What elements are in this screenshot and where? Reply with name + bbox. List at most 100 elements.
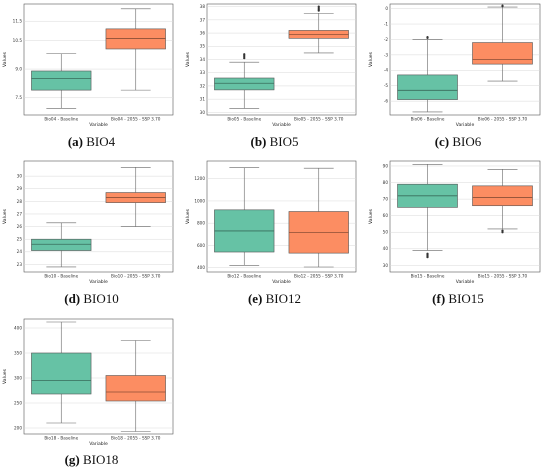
x-axis-label: Variable [89,279,108,285]
y-tick-label: 800 [197,221,205,226]
panel-bio4: 7.5 9.0 10.5 11.5 Bio04 - Baseline Bio04 - 20… [0,0,183,152]
box-ssp370 [105,375,166,402]
x-axis-label: Variable [272,122,291,128]
panel-bio12: 400 600 800 1000 1200 Bio12 - Baseline Bio12 -… [183,157,366,309]
box-baseline [397,74,458,100]
y-tick-label: 30 [17,174,23,179]
y-tick-label: 35 [200,44,206,49]
x-axis-label: Variable [456,122,475,128]
y-axis-label: Values [2,368,8,384]
chart-bio12: 400 600 800 1000 1200 Bio12 - Baseline Bio12 -… [185,160,357,285]
caption-letter: (a) [67,134,84,149]
chart-bio4: 7.5 9.0 10.5 11.5 Bio04 - Baseline Bio04 - 20… [2,3,174,128]
box-baseline [214,77,275,91]
y-tick-label: -3 [384,52,389,57]
caption-bio10: (d) BIO10 [0,291,183,307]
y-tick-label: 25 [17,237,23,242]
x-tick-label: Bio04 - Baseline [44,117,78,122]
panel-bio10: 23 24 25 26 27 28 29 30 Bio10 - Baseline Bio10 - … [0,157,183,309]
y-tick-label: 26 [17,224,23,229]
caption-letter: (f) [432,291,446,306]
box-ssp370 [472,42,533,65]
caption-bio6: (c) BIO6 [366,134,550,150]
caption-text: BIO15 [448,291,484,306]
y-tick-label: -4 [384,68,389,73]
caption-letter: (g) [64,452,80,467]
caption-text: BIO5 [269,134,299,149]
y-tick-label: 32 [200,83,206,88]
y-axis-label: Values [368,51,374,67]
y-tick-label: 28 [17,199,23,204]
caption-text: BIO12 [265,291,302,306]
caption-bio12: (e) BIO12 [183,291,366,307]
y-axis-label: Values [368,208,374,224]
y-tick-label: 50 [383,230,389,235]
y-tick-label: 80 [383,180,389,185]
box-ssp370 [105,28,166,50]
y-tick-label: 36 [200,30,206,35]
caption-text: BIO4 [86,134,116,149]
x-axis-label: Variable [89,122,108,128]
caption-letter: (b) [250,134,267,149]
y-tick-label: 37 [200,17,206,22]
chart-bio5: 30 31 32 33 34 35 36 37 38 Bio05 - Baseline Bio05 … [185,3,357,128]
x-tick-label: Bio18 - 2055 - SSP 3.70 [111,436,161,441]
caption-bio4: (a) BIO4 [0,134,183,150]
box-baseline [31,238,92,251]
caption-letter: (e) [247,291,263,306]
y-tick-label: 250 [14,400,22,405]
chart-bio10: 23 24 25 26 27 28 29 30 Bio10 - Baseline Bio10 - … [2,160,174,285]
panel-bio6: -6 -5 -4 -3 -2 -1 0 Bio06 - Baseline Bio06 - 205… [366,0,550,152]
y-tick-label: 9.0 [15,66,22,71]
y-tick-label: 400 [197,265,205,270]
y-tick-label: 60 [383,213,389,218]
y-tick-label: 7.5 [15,95,22,100]
y-tick-label: 23 [17,262,23,267]
y-tick-label: 400 [14,325,22,330]
x-tick-label: Bio05 - Baseline [227,117,261,122]
chart-bio6: -6 -5 -4 -3 -2 -1 0 Bio06 - Baseline Bio06 - 205… [368,3,541,128]
y-tick-label: -5 [384,83,389,88]
plot-area [389,160,541,273]
y-tick-label: 1200 [194,176,205,181]
x-axis-label: Variable [272,279,291,285]
y-tick-label: 40 [383,246,389,251]
y-tick-label: 200 [14,425,22,430]
plot-area [23,160,174,273]
panel-bio5: 30 31 32 33 34 35 36 37 38 Bio05 - Baseline Bio05 … [183,0,366,152]
y-tick-label: 1000 [194,198,205,203]
y-tick-label: -2 [384,37,389,42]
x-tick-label: Bio18 - Baseline [44,436,78,441]
x-tick-label: Bio04 - 2055 - SSP 3.70 [111,117,161,122]
y-tick-label: 600 [197,243,205,248]
x-tick-label: Bio06 - Baseline [411,117,445,122]
caption-bio15: (f) BIO15 [366,291,550,307]
outlier-point [426,255,429,259]
y-tick-label: 300 [14,375,22,380]
x-tick-label: Bio12 - Baseline [227,274,261,279]
y-tick-label: 70 [383,197,389,202]
box-baseline [31,352,92,395]
outlier-point [501,231,504,234]
outlier-point [426,36,429,39]
caption-letter: (d) [64,291,81,306]
x-tick-label: Bio15 - Baseline [411,274,445,279]
box-baseline [31,70,92,91]
y-tick-label: 11.5 [13,19,23,24]
x-tick-label: Bio05 - 2055 - SSP 3.70 [294,117,344,122]
y-tick-label: 38 [200,4,206,9]
caption-text: BIO10 [83,291,119,306]
y-tick-label: 350 [14,350,22,355]
y-tick-label: 30 [383,263,389,268]
outlier-point [317,5,320,8]
x-axis-label: Variable [89,441,108,447]
outlier-point [243,53,246,56]
x-tick-label: Bio10 - Baseline [44,274,78,279]
caption-bio18: (g) BIO18 [0,452,183,468]
y-tick-label: 27 [17,211,23,216]
caption-text: BIO6 [452,134,482,149]
y-tick-label: -1 [384,21,389,26]
y-tick-label: 33 [200,70,206,75]
y-tick-label: 24 [17,249,23,254]
x-axis-label: Variable [456,279,475,285]
